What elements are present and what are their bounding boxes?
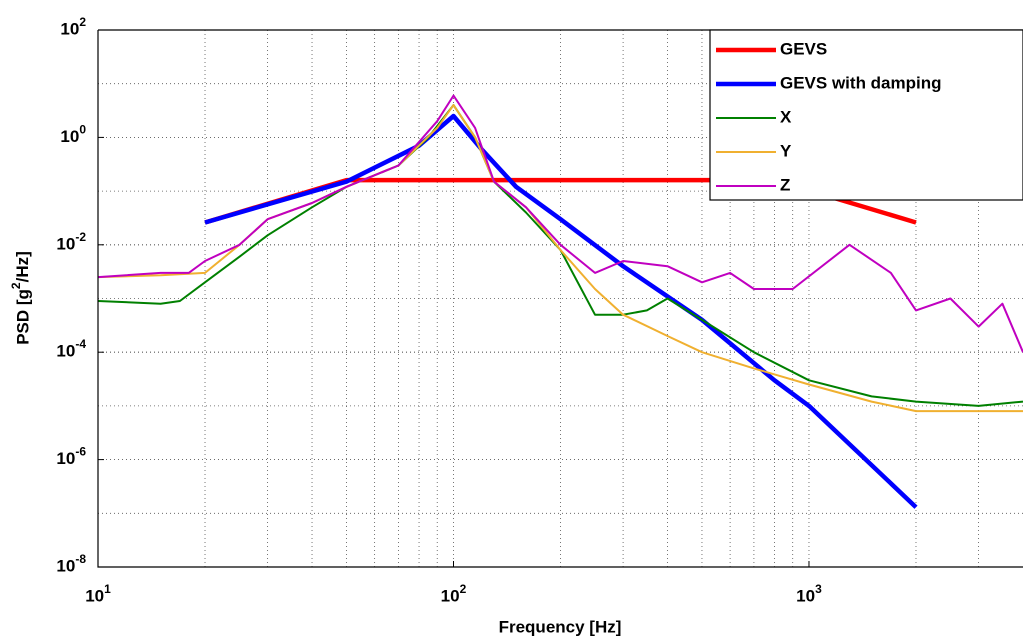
x-tick-label: 103	[796, 582, 822, 605]
legend-label: Z	[780, 175, 790, 194]
grid	[97, 30, 1023, 567]
legend-label: X	[780, 107, 792, 126]
y-tick-label: 100	[60, 123, 86, 146]
series-line	[98, 94, 1023, 353]
y-axis-label: PSD [g2/Hz]	[9, 251, 32, 345]
y-tick-label: 10-4	[56, 337, 86, 360]
x-axis-label: Frequency [Hz]	[499, 617, 622, 636]
lines	[98, 94, 1023, 509]
legend: GEVS GEVS with damping XYZ	[709, 29, 1023, 201]
y-tick-label: 102	[60, 15, 86, 38]
legend-label: GEVS with damping	[780, 73, 942, 92]
series-line	[204, 113, 918, 509]
series-line	[98, 104, 1023, 407]
legend-label: GEVS	[780, 39, 827, 58]
x-tick-label: 102	[441, 582, 467, 605]
legend-box	[709, 29, 1023, 201]
legend-label: Y	[780, 141, 792, 160]
y-tick-label: 10-6	[56, 445, 86, 468]
y-tick-label: 10-8	[56, 552, 86, 575]
x-tick-label: 101	[85, 582, 111, 605]
y-tick-label: 10-2	[56, 230, 86, 253]
